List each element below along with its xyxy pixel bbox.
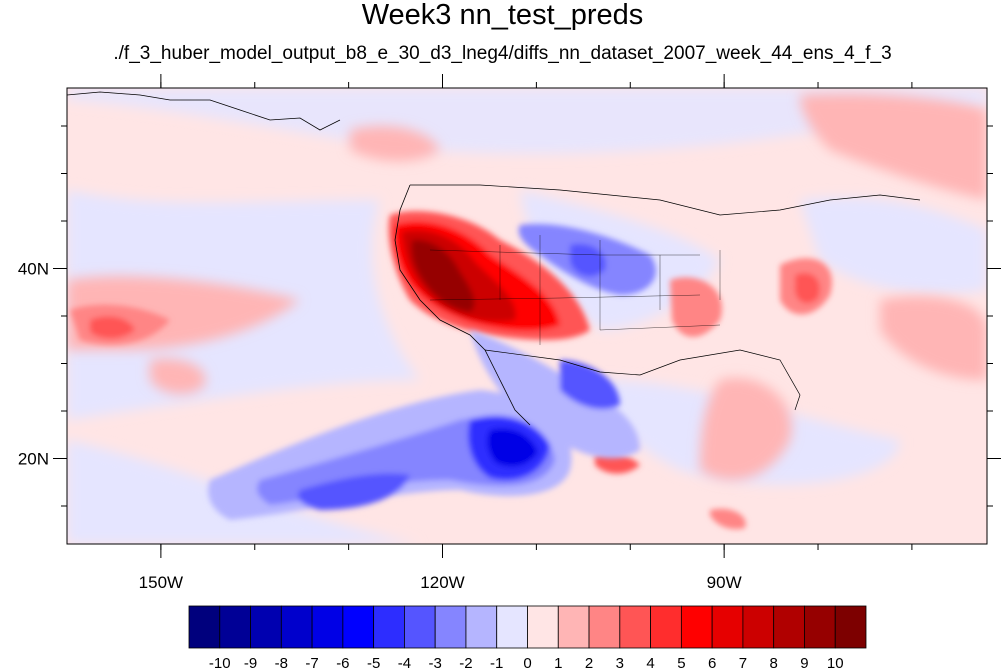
colorbar-swatch [342,605,375,649]
colorbar-swatch [742,605,775,649]
lat-tick-label: 20N [18,450,49,469]
colorbar-swatch [373,605,405,649]
colorbar-label: -10 [209,655,231,672]
colorbar-label: -3 [429,655,442,672]
lat-tick-label: 40N [18,260,49,279]
colorbar-swatch [711,605,744,649]
colorbar-label: 4 [646,655,654,672]
colorbar-swatch [834,605,867,649]
colorbar-label: 2 [585,655,593,672]
colorbar-label: 9 [800,655,808,672]
colorbar-label: 0 [523,655,531,672]
colorbar-swatch [311,605,344,649]
colorbar-swatch [773,605,805,649]
anomaly-field [67,88,987,544]
colorbar-label: -8 [275,655,288,672]
colorbar-label: 7 [739,655,747,672]
colorbar-label: -2 [459,655,472,672]
colorbar-swatch [404,605,436,649]
colorbar-swatch [680,605,713,649]
colorbar-label: -6 [336,655,349,672]
lon-tick-label: 90W [707,573,742,592]
colorbar-swatch [219,605,251,649]
colorbar-label: 10 [827,655,844,672]
colorbar-label: -5 [367,655,380,672]
colorbar-swatch [280,605,313,649]
colorbar-label: -4 [398,655,411,672]
lon-tick-label: 150W [139,573,183,592]
longitude-axis: 150W 120W 90W [139,74,742,592]
colorbar-swatch [804,605,836,649]
colorbar-label: 8 [770,655,778,672]
colorbar-swatch [527,605,559,649]
map-title: Week3 nn_test_preds [361,0,644,31]
colorbar-swatch [188,605,221,649]
latitude-axis: 20N 40N [18,260,1001,469]
colorbar-swatch [496,605,528,649]
colorbar-label: 6 [708,655,716,672]
colorbar: -10 -9 -8 -7 -6 -5 -4 -3 -2 -1 0 1 2 3 4 5 6 7 8 9 10 [188,605,867,672]
colorbar-label: -9 [244,655,257,672]
colorbar-swatch [588,605,621,649]
colorbar-label: 3 [616,655,624,672]
map-subtitle: ./f_3_huber_model_output_b8_e_30_d3_lneg… [113,43,892,64]
colorbar-label: 5 [677,655,685,672]
colorbar-swatch [619,605,651,649]
lon-tick-label: 120W [420,573,464,592]
colorbar-swatch [250,605,282,649]
colorbar-swatch [434,605,467,649]
colorbar-swatch [557,605,590,649]
colorbar-label: 1 [554,655,562,672]
colorbar-swatch [650,605,682,649]
colorbar-label: -1 [490,655,503,672]
colorbar-label: -7 [305,655,318,672]
colorbar-swatch [465,605,498,649]
